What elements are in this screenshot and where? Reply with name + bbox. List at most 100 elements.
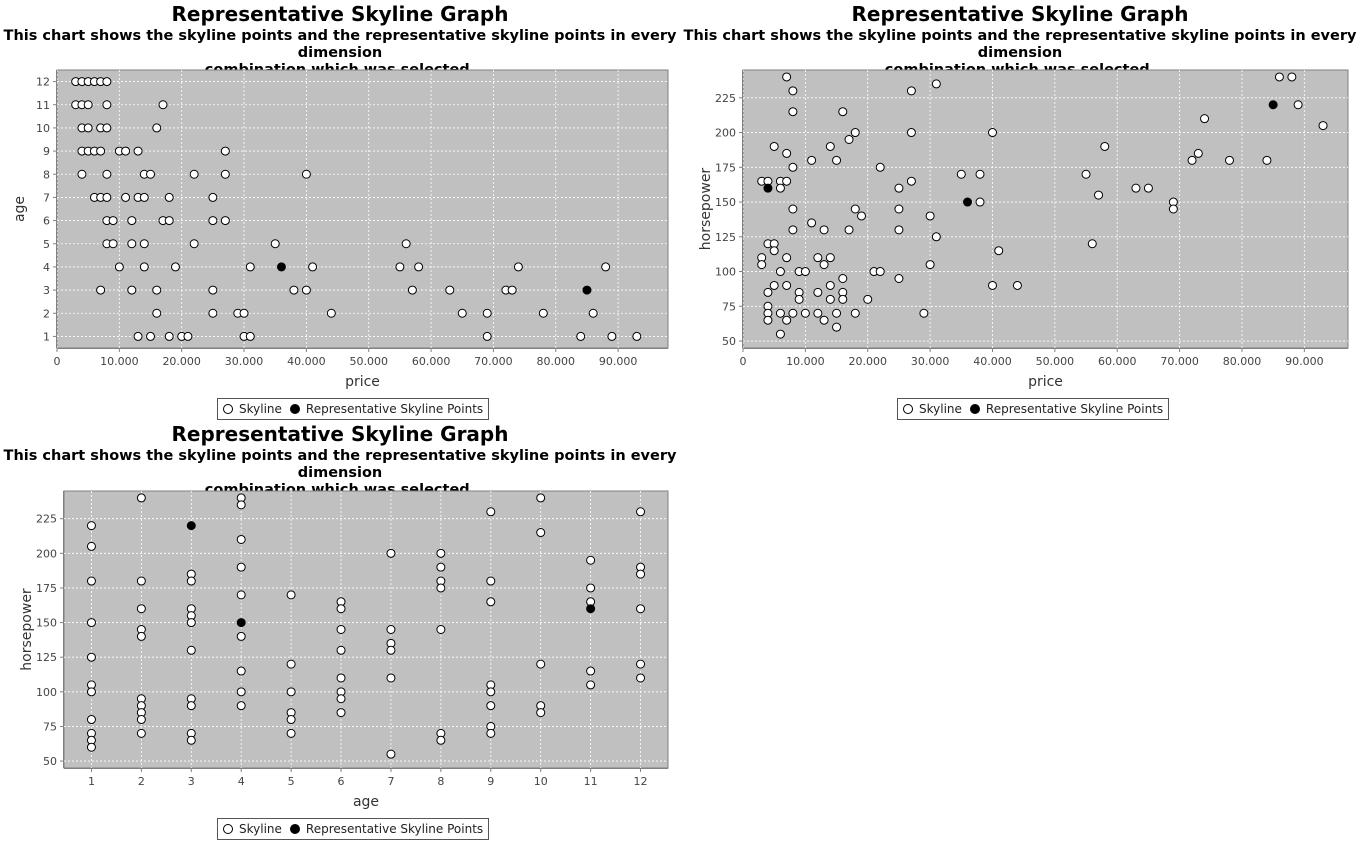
x-tick-label: 9 (487, 775, 494, 788)
plot-area (56, 69, 669, 349)
skyline-point (769, 141, 779, 151)
x-tick-label: 60.000 (1098, 355, 1137, 368)
skyline-point (77, 169, 87, 179)
skyline-point (925, 211, 935, 221)
skyline-point (894, 204, 904, 214)
skyline-point (136, 493, 146, 503)
skyline-point (775, 308, 785, 318)
legend-item-representative: Representative Skyline Points (289, 402, 483, 416)
representative-skyline-point (276, 262, 286, 272)
skyline-point (788, 86, 798, 96)
legend-label-skyline: Skyline (239, 402, 282, 416)
skyline-point (286, 715, 296, 725)
skyline-point (1143, 183, 1153, 193)
y-tick-label: 100 (36, 686, 57, 699)
skyline-point (164, 192, 174, 202)
skyline-point (975, 197, 985, 207)
skyline-point (136, 715, 146, 725)
skyline-point (136, 576, 146, 586)
skyline-point (536, 493, 546, 503)
skyline-point (208, 285, 218, 295)
skyline-point (850, 204, 860, 214)
skyline-point (513, 262, 523, 272)
skyline-point (1094, 190, 1104, 200)
x-axis-title: price (1028, 374, 1063, 390)
skyline-point (763, 315, 773, 325)
skyline-point (208, 308, 218, 318)
x-tick-label: 30.000 (911, 355, 950, 368)
skyline-point (436, 562, 446, 572)
skyline-point (636, 604, 646, 614)
skyline-point (769, 246, 779, 256)
representative-skyline-point (963, 197, 973, 207)
skyline-point (769, 280, 779, 290)
skyline-point (894, 183, 904, 193)
skyline-point (236, 631, 246, 641)
skyline-point (96, 146, 106, 156)
skyline-point (975, 169, 985, 179)
legend-item-skyline: Skyline (223, 402, 282, 416)
x-tick-label: 20.000 (848, 355, 887, 368)
skyline-point (538, 308, 548, 318)
x-tick-label: 40.000 (973, 355, 1012, 368)
skyline-point (601, 262, 611, 272)
skyline-point (86, 715, 96, 725)
legend-label-representative: Representative Skyline Points (985, 402, 1164, 416)
skyline-point (336, 645, 346, 655)
skyline-point (164, 216, 174, 226)
skyline-point (236, 562, 246, 572)
skyline-point (208, 192, 218, 202)
x-tick-label: 10.000 (786, 355, 825, 368)
skyline-point (486, 701, 496, 711)
skyline-point (757, 260, 767, 270)
legend-item-representative: Representative Skyline Points (289, 822, 484, 836)
x-tick-label: 70.000 (474, 355, 513, 368)
skyline-point (576, 331, 586, 341)
x-tick-label: 6 (338, 775, 345, 788)
skyline-point (336, 625, 346, 634)
legend-item-skyline: Skyline (223, 822, 282, 836)
skyline-point (775, 183, 785, 193)
skyline-point (794, 294, 804, 304)
x-tick-label: 50.000 (349, 355, 388, 368)
y-tick-label: 75 (722, 300, 736, 313)
y-tick-label: 11 (36, 99, 50, 112)
legend-label-representative: Representative Skyline Points (305, 822, 484, 836)
skyline-point (1274, 72, 1284, 82)
y-tick-label: 175 (715, 161, 736, 174)
chart-price-horsepower: Representative Skyline Graph This chart … (680, 0, 1360, 420)
chart-subtitle-line-1: This chart shows the skyline points and … (683, 28, 1357, 61)
skyline-point (588, 308, 598, 318)
skyline-point (86, 742, 96, 752)
skyline-point (289, 285, 299, 295)
x-tick-label: 40.000 (287, 355, 326, 368)
representative-skyline-point (586, 604, 596, 614)
skyline-point (114, 262, 124, 272)
skyline-point (445, 285, 455, 295)
skyline-point (236, 534, 246, 544)
skyline-point (536, 708, 546, 718)
skyline-point (245, 262, 255, 272)
skyline-point (286, 687, 296, 697)
y-tick-label: 175 (36, 582, 57, 595)
skyline-point (220, 169, 230, 179)
skyline-point (1012, 280, 1022, 290)
skyline-point (286, 728, 296, 738)
y-tick-label: 6 (43, 215, 50, 228)
skyline-point (844, 135, 854, 144)
x-tick-label: 5 (288, 775, 295, 788)
skyline-marker-icon (223, 824, 233, 834)
skyline-point (838, 107, 848, 117)
skyline-point (152, 285, 162, 295)
skyline-point (1200, 114, 1210, 124)
skyline-point (775, 267, 785, 277)
skyline-point (102, 100, 112, 110)
legend-label-skyline: Skyline (239, 822, 282, 836)
y-tick-label: 75 (43, 720, 57, 733)
x-tick-label: 8 (437, 775, 444, 788)
skyline-point (987, 280, 997, 290)
skyline-marker-icon (903, 404, 913, 414)
skyline-point (170, 262, 180, 272)
skyline-point (636, 507, 646, 517)
skyline-point (386, 749, 396, 759)
